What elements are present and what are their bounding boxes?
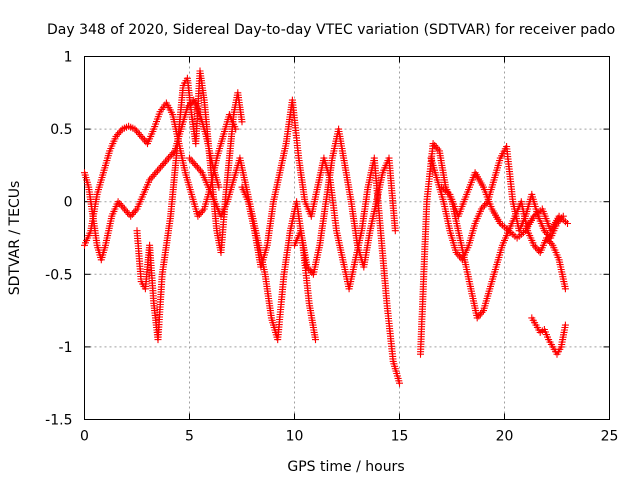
chart-title: Day 348 of 2020, Sidereal Day-to-day VTE…	[47, 22, 615, 38]
y-tick-label: 1	[64, 50, 73, 66]
x-tick-label: 5	[185, 429, 194, 445]
x-tick-label: 20	[496, 429, 514, 445]
y-tick-label: 0	[64, 195, 73, 211]
series-track-e	[238, 96, 403, 387]
y-axis-label: SDTVAR / TECUs	[7, 181, 23, 296]
plus-markers	[438, 169, 571, 242]
x-tick-label: 25	[601, 429, 619, 445]
plus-markers	[238, 96, 403, 387]
x-axis-label: GPS time / hours	[287, 459, 404, 475]
series-track-j	[528, 314, 569, 358]
y-tick-label: -0.5	[45, 267, 72, 283]
plus-markers	[133, 67, 246, 344]
x-tick-label: 15	[391, 429, 409, 445]
series-track-d	[186, 154, 319, 344]
axis-ticks: 0 5 10 15 20 25 -1.5 -1 -0.5 0 0.5 1	[45, 50, 618, 445]
plus-markers	[186, 154, 319, 344]
x-tick-label: 10	[286, 429, 304, 445]
plus-markers	[427, 143, 567, 264]
y-tick-label: 0.5	[50, 122, 72, 138]
y-tick-label: -1	[59, 340, 73, 356]
series-track-f	[291, 125, 399, 278]
series-track-i	[438, 169, 571, 242]
series-track-h	[427, 143, 567, 264]
x-tick-label: 0	[80, 429, 89, 445]
plus-markers	[528, 314, 569, 358]
y-tick-label: -1.5	[45, 413, 72, 429]
data-marks	[81, 67, 571, 387]
plus-markers	[291, 125, 399, 278]
